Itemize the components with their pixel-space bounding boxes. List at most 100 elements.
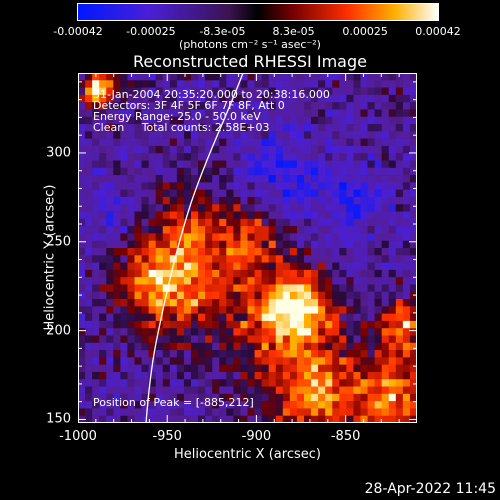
heatmap-cell — [120, 401, 128, 409]
colorbar — [77, 3, 439, 21]
heatmap-cell — [374, 102, 382, 110]
heatmap-cell — [85, 167, 93, 176]
heatmap-cell — [92, 379, 100, 387]
heatmap-cell — [381, 371, 390, 380]
heatmap-cell — [155, 357, 164, 365]
heatmap-cell — [254, 218, 262, 227]
heatmap-cell — [162, 240, 171, 249]
heatmap-cell — [134, 262, 142, 271]
heatmap-cell — [148, 73, 156, 81]
heatmap-cell — [261, 160, 269, 169]
heatmap-cell — [402, 350, 411, 358]
heatmap-cell — [339, 73, 347, 81]
heatmap-cell — [261, 277, 269, 285]
heatmap-cell — [155, 211, 164, 220]
heatmap-cell — [169, 153, 178, 161]
heatmap-cell — [388, 291, 397, 300]
heatmap-cell — [289, 371, 298, 380]
heatmap-cell — [374, 357, 382, 365]
heatmap-cell — [311, 255, 319, 263]
heatmap-cell — [311, 138, 319, 147]
heatmap-cell — [134, 87, 142, 96]
heatmap-cell — [325, 255, 333, 263]
heatmap-cell — [92, 124, 100, 132]
heatmap-cell — [261, 94, 269, 103]
heatmap-cell — [226, 167, 234, 176]
heatmap-cell — [162, 262, 171, 271]
heatmap-cell — [360, 255, 368, 263]
heatmap-cell — [360, 328, 368, 336]
heatmap-cell — [282, 299, 291, 307]
heatmap-cell — [162, 306, 171, 314]
heatmap-cell — [332, 94, 340, 103]
heatmap-cell — [388, 393, 397, 402]
heatmap-cell — [296, 277, 305, 285]
heatmap-cell — [92, 196, 100, 205]
heatmap-cell — [141, 328, 149, 336]
heatmap-cell — [346, 255, 354, 263]
heatmap-cell — [409, 386, 417, 395]
heatmap-cell — [289, 320, 298, 329]
heatmap-cell — [381, 196, 390, 205]
heatmap-cell — [388, 80, 397, 88]
heatmap-cell — [176, 371, 185, 380]
heatmap-cell — [176, 87, 185, 96]
heatmap-cell — [92, 357, 100, 365]
heatmap-cell — [353, 211, 361, 220]
heatmap-cell — [226, 299, 234, 307]
heatmap-cell — [261, 196, 269, 205]
heatmap-cell — [183, 167, 192, 176]
heatmap-cell — [311, 233, 319, 242]
heatmap-cell — [402, 102, 411, 110]
heatmap-cell — [219, 313, 227, 322]
heatmap-cell — [183, 350, 192, 358]
heatmap-cell — [311, 167, 319, 176]
heatmap-cell — [311, 116, 319, 125]
heatmap-cell — [99, 160, 107, 169]
heatmap-cell — [233, 87, 241, 96]
heatmap-cell — [332, 313, 340, 322]
heatmap-cell — [233, 291, 241, 300]
heatmap-cell — [155, 175, 164, 183]
heatmap-cell — [212, 116, 220, 125]
heatmap-cell — [325, 306, 333, 314]
heatmap-cell — [233, 262, 241, 271]
heatmap-cell — [212, 401, 220, 409]
heatmap-cell — [346, 320, 354, 329]
heatmap-cell — [205, 364, 213, 373]
heatmap-cell — [176, 269, 185, 278]
heatmap-cell — [311, 204, 319, 212]
heatmap-cell — [388, 226, 397, 234]
heatmap-cell — [127, 196, 135, 205]
heatmap-cell — [141, 131, 149, 139]
heatmap-cell — [311, 131, 319, 139]
heatmap-cell — [409, 379, 417, 387]
heatmap-cell — [106, 233, 114, 242]
heatmap-cell — [219, 386, 227, 395]
heatmap-cell — [240, 226, 248, 234]
heatmap-cell — [155, 196, 164, 205]
heatmap-cell — [325, 291, 333, 300]
heatmap-cell — [240, 335, 248, 344]
heatmap-cell — [346, 371, 354, 380]
heatmap-cell — [268, 211, 277, 220]
heatmap-cell — [240, 306, 248, 314]
heatmap-cell — [78, 196, 86, 205]
heatmap-cell — [233, 218, 241, 227]
heatmap-cell — [169, 175, 178, 183]
heatmap-cell — [360, 124, 368, 132]
heatmap-cell — [353, 233, 361, 242]
heatmap-cell — [240, 138, 248, 147]
heatmap-cell — [388, 87, 397, 96]
heatmap-cell — [198, 109, 206, 118]
heatmap-cell — [311, 175, 319, 183]
heatmap-cell — [254, 342, 262, 351]
heatmap-cell — [346, 306, 354, 314]
heatmap-cell — [183, 116, 192, 125]
heatmap-cell — [311, 94, 319, 103]
heatmap-cell — [113, 204, 121, 212]
heatmap-cell — [113, 262, 121, 271]
heatmap-cell — [388, 371, 397, 380]
heatmap-cell — [183, 313, 192, 322]
heatmap-cell — [367, 357, 375, 365]
